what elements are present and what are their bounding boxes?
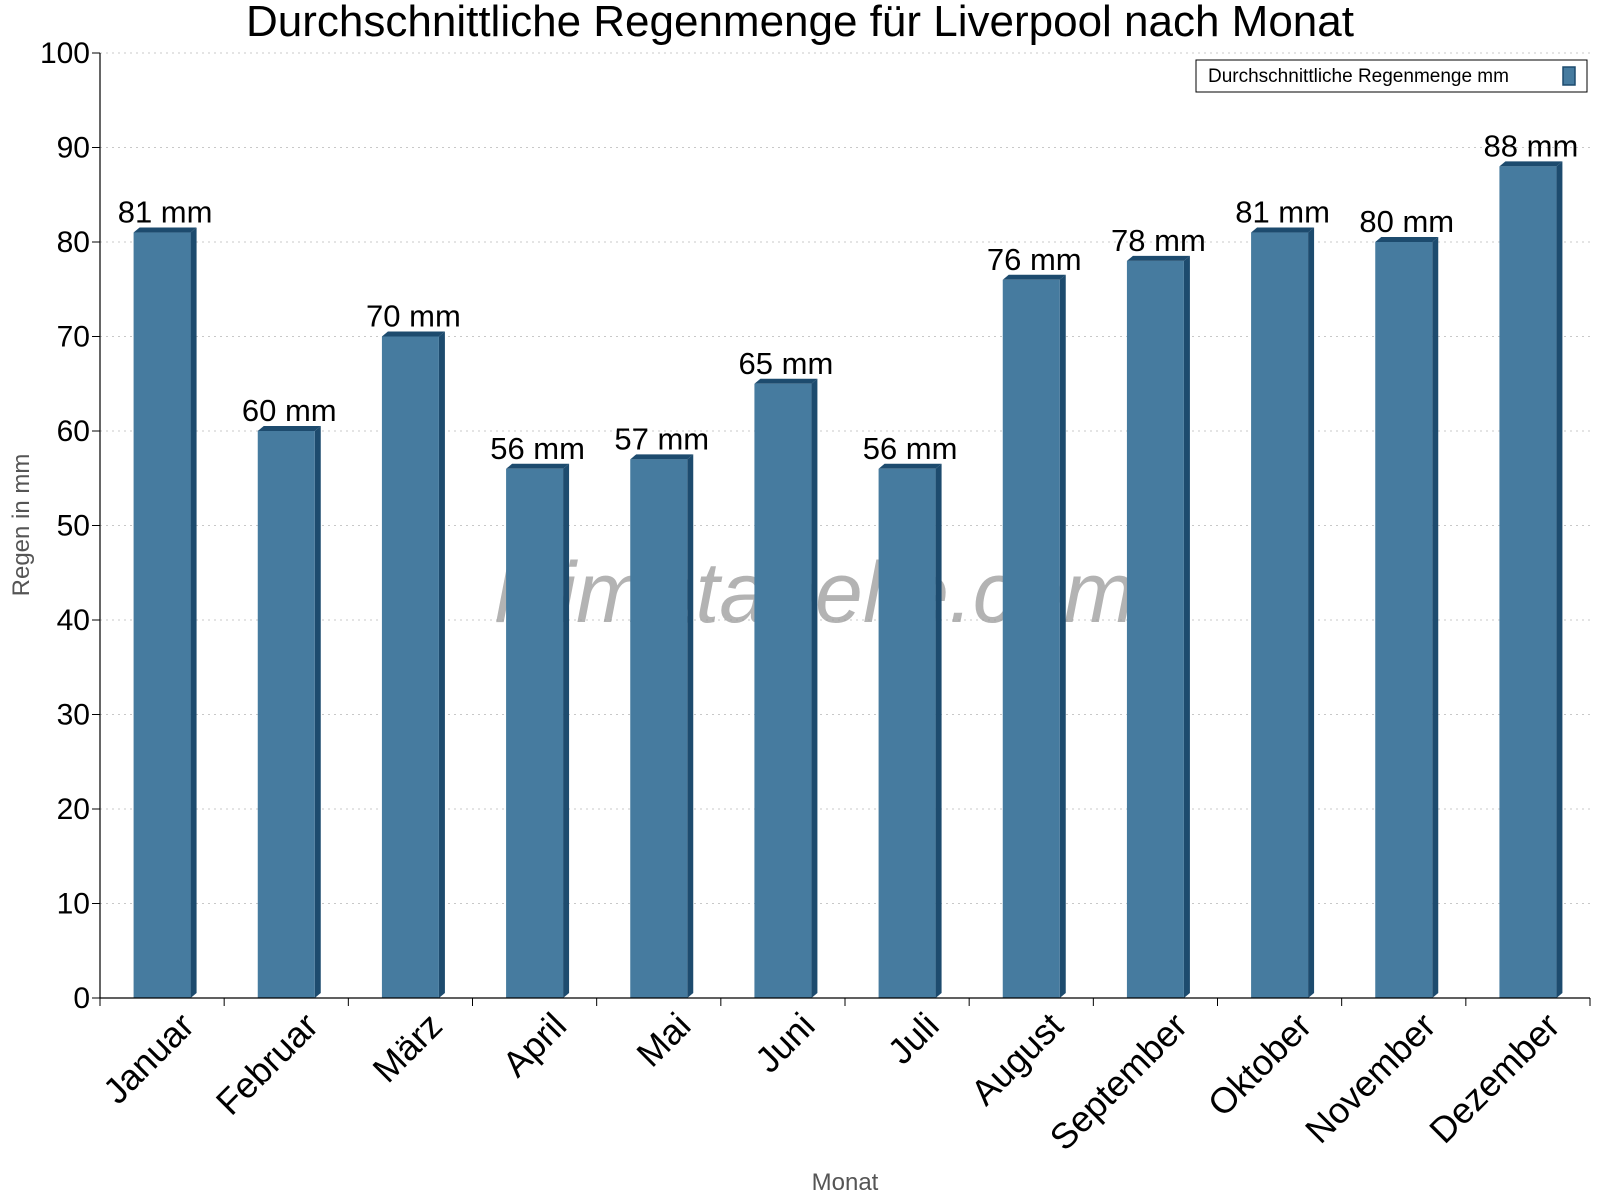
bar-top [381,331,445,337]
bar-side [811,378,818,998]
bar-side [1308,227,1315,999]
y-tick-label: 100 [40,37,90,70]
bar [630,454,694,999]
y-axis-title: Regen in mm [8,454,35,597]
bar-front [754,383,812,998]
data-label: 70 mm [366,299,461,334]
y-tick-label: 10 [57,888,90,921]
bar-front [878,468,936,998]
data-label: 80 mm [1359,204,1454,239]
data-label: 56 mm [863,431,958,466]
bar-front [1375,242,1433,998]
x-tick-label: Juni [747,1005,823,1081]
y-tick-label: 30 [57,699,90,732]
x-tick-labels: Januar Februar März April Mai Juni Juli AugustS… [95,1005,1568,1159]
bar [506,463,570,998]
bar-side [687,454,694,999]
y-tick-labels: 0 10 20 30 40 50 60 70 80 90 100 [40,37,90,1015]
bar-front [381,336,439,998]
bar-front [133,232,191,999]
bar-side [314,426,321,998]
legend-swatch [1562,66,1576,86]
bar-front [630,459,688,999]
x-tick-label: April [494,1005,574,1085]
data-label: 60 mm [242,393,337,428]
x-tick-label: November [1297,1005,1443,1151]
bar [754,378,818,998]
x-axis-title: Monat [812,1169,879,1196]
bar-front [1126,260,1184,998]
bar-side [1059,274,1066,998]
bar-front [1002,279,1060,998]
data-label: 78 mm [1111,223,1206,258]
bar-side [935,463,942,998]
y-tick-label: 60 [57,415,90,448]
bar [381,331,445,998]
y-tick-label: 50 [57,510,90,543]
bar-top [506,463,570,469]
x-tick-label: Mai [628,1005,698,1075]
data-label: 56 mm [490,431,585,466]
x-tick-label: Februar [208,1005,326,1123]
bar [257,426,321,998]
bar-top [257,426,321,431]
bar-top [1126,255,1190,261]
bar [1251,227,1315,999]
bar-side [1183,255,1190,998]
bar-side [1556,161,1563,998]
y-tick-label: 90 [57,132,90,165]
bar-front [506,468,564,998]
bar-top [1002,274,1066,280]
bar-side [438,331,445,998]
bar-front [257,431,315,998]
data-label: 81 mm [118,195,213,230]
legend-box [1195,59,1588,93]
data-label: 81 mm [1235,195,1330,230]
y-tick-label: 70 [57,321,90,354]
bar [1499,161,1563,998]
bar-front [1251,232,1309,999]
bar [133,227,197,999]
bar [1002,274,1066,998]
bar-top [1499,161,1563,167]
bar-side [190,227,197,999]
x-tick-label: August [963,1005,1071,1113]
grid-lines [100,52,1590,904]
bar-top [630,454,694,460]
y-tick-label: 0 [73,982,90,1015]
axes-group [92,52,1591,1006]
data-label: 88 mm [1484,128,1579,163]
legend-label: Durchschnittliche Regenmenge mm [1208,66,1509,87]
bar-top [1251,227,1315,233]
bar-top [754,378,818,384]
x-tick-label: Oktober [1200,1005,1320,1125]
bars-group [133,161,1563,999]
bar [1375,237,1439,998]
bar-front [1499,166,1557,998]
data-label: 57 mm [614,421,709,456]
legend: Durchschnittliche Regenmenge mm [1195,59,1588,93]
bar [1126,255,1190,998]
chart-title: Durchschnittliche Regenmenge für Liverpo… [246,0,1354,46]
bar [878,463,942,998]
x-tick-label: Januar [95,1005,202,1112]
x-tick-label: März [365,1005,451,1091]
data-label: 76 mm [987,242,1082,277]
data-label: 65 mm [739,346,834,381]
y-tick-label: 20 [57,793,90,826]
bar-top [1375,237,1439,242]
x-tick-label: Dezember [1421,1005,1567,1151]
bar-top [878,463,942,469]
bar-top [133,227,197,233]
data-labels: 81 mm 60 mm 70 mm 56 mm 57 mm 65 mm 56 mm 76 mm… [118,128,1579,465]
y-tick-label: 40 [57,604,90,637]
bar-side [1432,237,1439,998]
x-tick-label: Juli [880,1005,947,1072]
bar-side [563,463,570,998]
y-tick-label: 80 [57,226,90,259]
